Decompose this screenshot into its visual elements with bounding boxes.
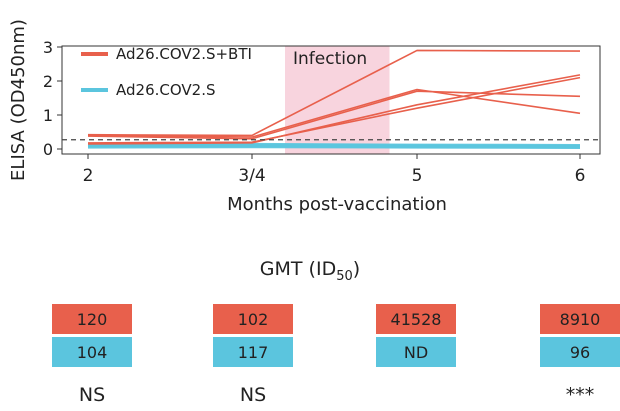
y-tick-label: 0 — [43, 140, 53, 159]
gmt-vax-month-2: 104 — [52, 337, 132, 367]
x-tick-label: 6 — [575, 166, 586, 186]
y-tick-label: 1 — [43, 106, 53, 125]
significance-month-3-4: NS — [239, 384, 267, 406]
series-line-bti — [87, 74, 581, 145]
gmt-vax-month-3-4: 117 — [213, 337, 293, 367]
x-tick-label: 2 — [83, 166, 94, 186]
y-axis-label: ELISA (OD450nm) — [8, 19, 29, 181]
gmt-title: GMT (ID50) — [259, 258, 361, 284]
series-line-bti — [87, 90, 581, 140]
series-line-bti — [87, 76, 581, 144]
series-line-ad26 — [87, 144, 581, 149]
gmt-vax-month-6: 96 — [540, 337, 620, 367]
x-tick-label: 3/4 — [238, 166, 265, 186]
gmt-vax-month-5: ND — [376, 337, 456, 367]
plot-frame — [61, 45, 601, 155]
gmt-bti-month-5: 41528 — [376, 304, 456, 334]
legend-label: Ad26.COV2.S — [116, 81, 216, 99]
elisa-line-chart: Infection 0 1 2 3 2 3/4 5 6 Months post-vaccinati… — [8, 19, 601, 215]
gmt-bti-month-3-4: 102 — [213, 304, 293, 334]
significance-month-6: *** — [565, 384, 595, 406]
gmt-bti-month-2: 120 — [52, 304, 132, 334]
x-tick-label: 5 — [412, 166, 423, 186]
infection-window — [285, 46, 390, 154]
y-tick-label: 2 — [43, 72, 53, 91]
x-axis-label: Months post-vaccination — [227, 194, 447, 215]
series-line-bti — [87, 49, 581, 137]
y-tick-label: 3 — [43, 38, 53, 57]
gmt-bti-month-6: 8910 — [540, 304, 620, 334]
infection-label: Infection — [293, 49, 367, 69]
series-line-bti — [87, 88, 581, 138]
legend-label: Ad26.COV2.S+BTI — [116, 45, 252, 63]
significance-month-2: NS — [78, 384, 106, 406]
